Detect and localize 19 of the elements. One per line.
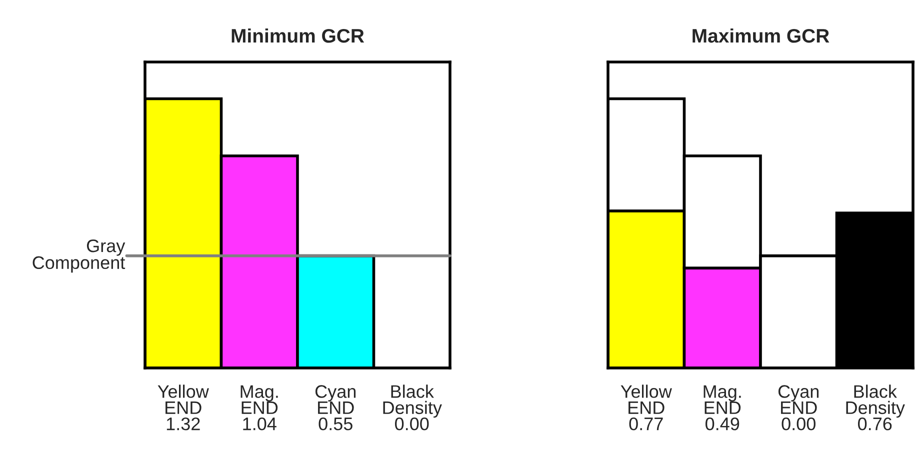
chart-title: Minimum GCR bbox=[232, 28, 364, 43]
x-tick-label: Yellow END bbox=[158, 384, 209, 414]
ref-line-label: Gray Component bbox=[32, 239, 126, 273]
data-label: 1.32 bbox=[166, 417, 200, 430]
x-tick-label: Cyan END bbox=[778, 385, 819, 414]
x-tick-label: Mag. END bbox=[240, 385, 278, 414]
x-tick-label: Mag. END bbox=[704, 385, 741, 414]
data-label: 0.00 bbox=[782, 417, 816, 430]
data-label: 0.55 bbox=[318, 417, 352, 430]
data-label: 1.04 bbox=[243, 417, 276, 430]
data-label: 0.76 bbox=[858, 417, 892, 430]
data-label: 0.00 bbox=[395, 417, 429, 430]
x-tick-label: Black Density bbox=[383, 384, 442, 418]
x-tick-label: Yellow END bbox=[620, 384, 672, 414]
x-tick-label: Black Density bbox=[846, 384, 905, 418]
data-label: 0.49 bbox=[706, 417, 740, 430]
data-label: 0.77 bbox=[629, 417, 663, 430]
x-tick-label: Cyan END bbox=[315, 385, 356, 414]
chart-title: Maximum GCR bbox=[692, 28, 830, 43]
